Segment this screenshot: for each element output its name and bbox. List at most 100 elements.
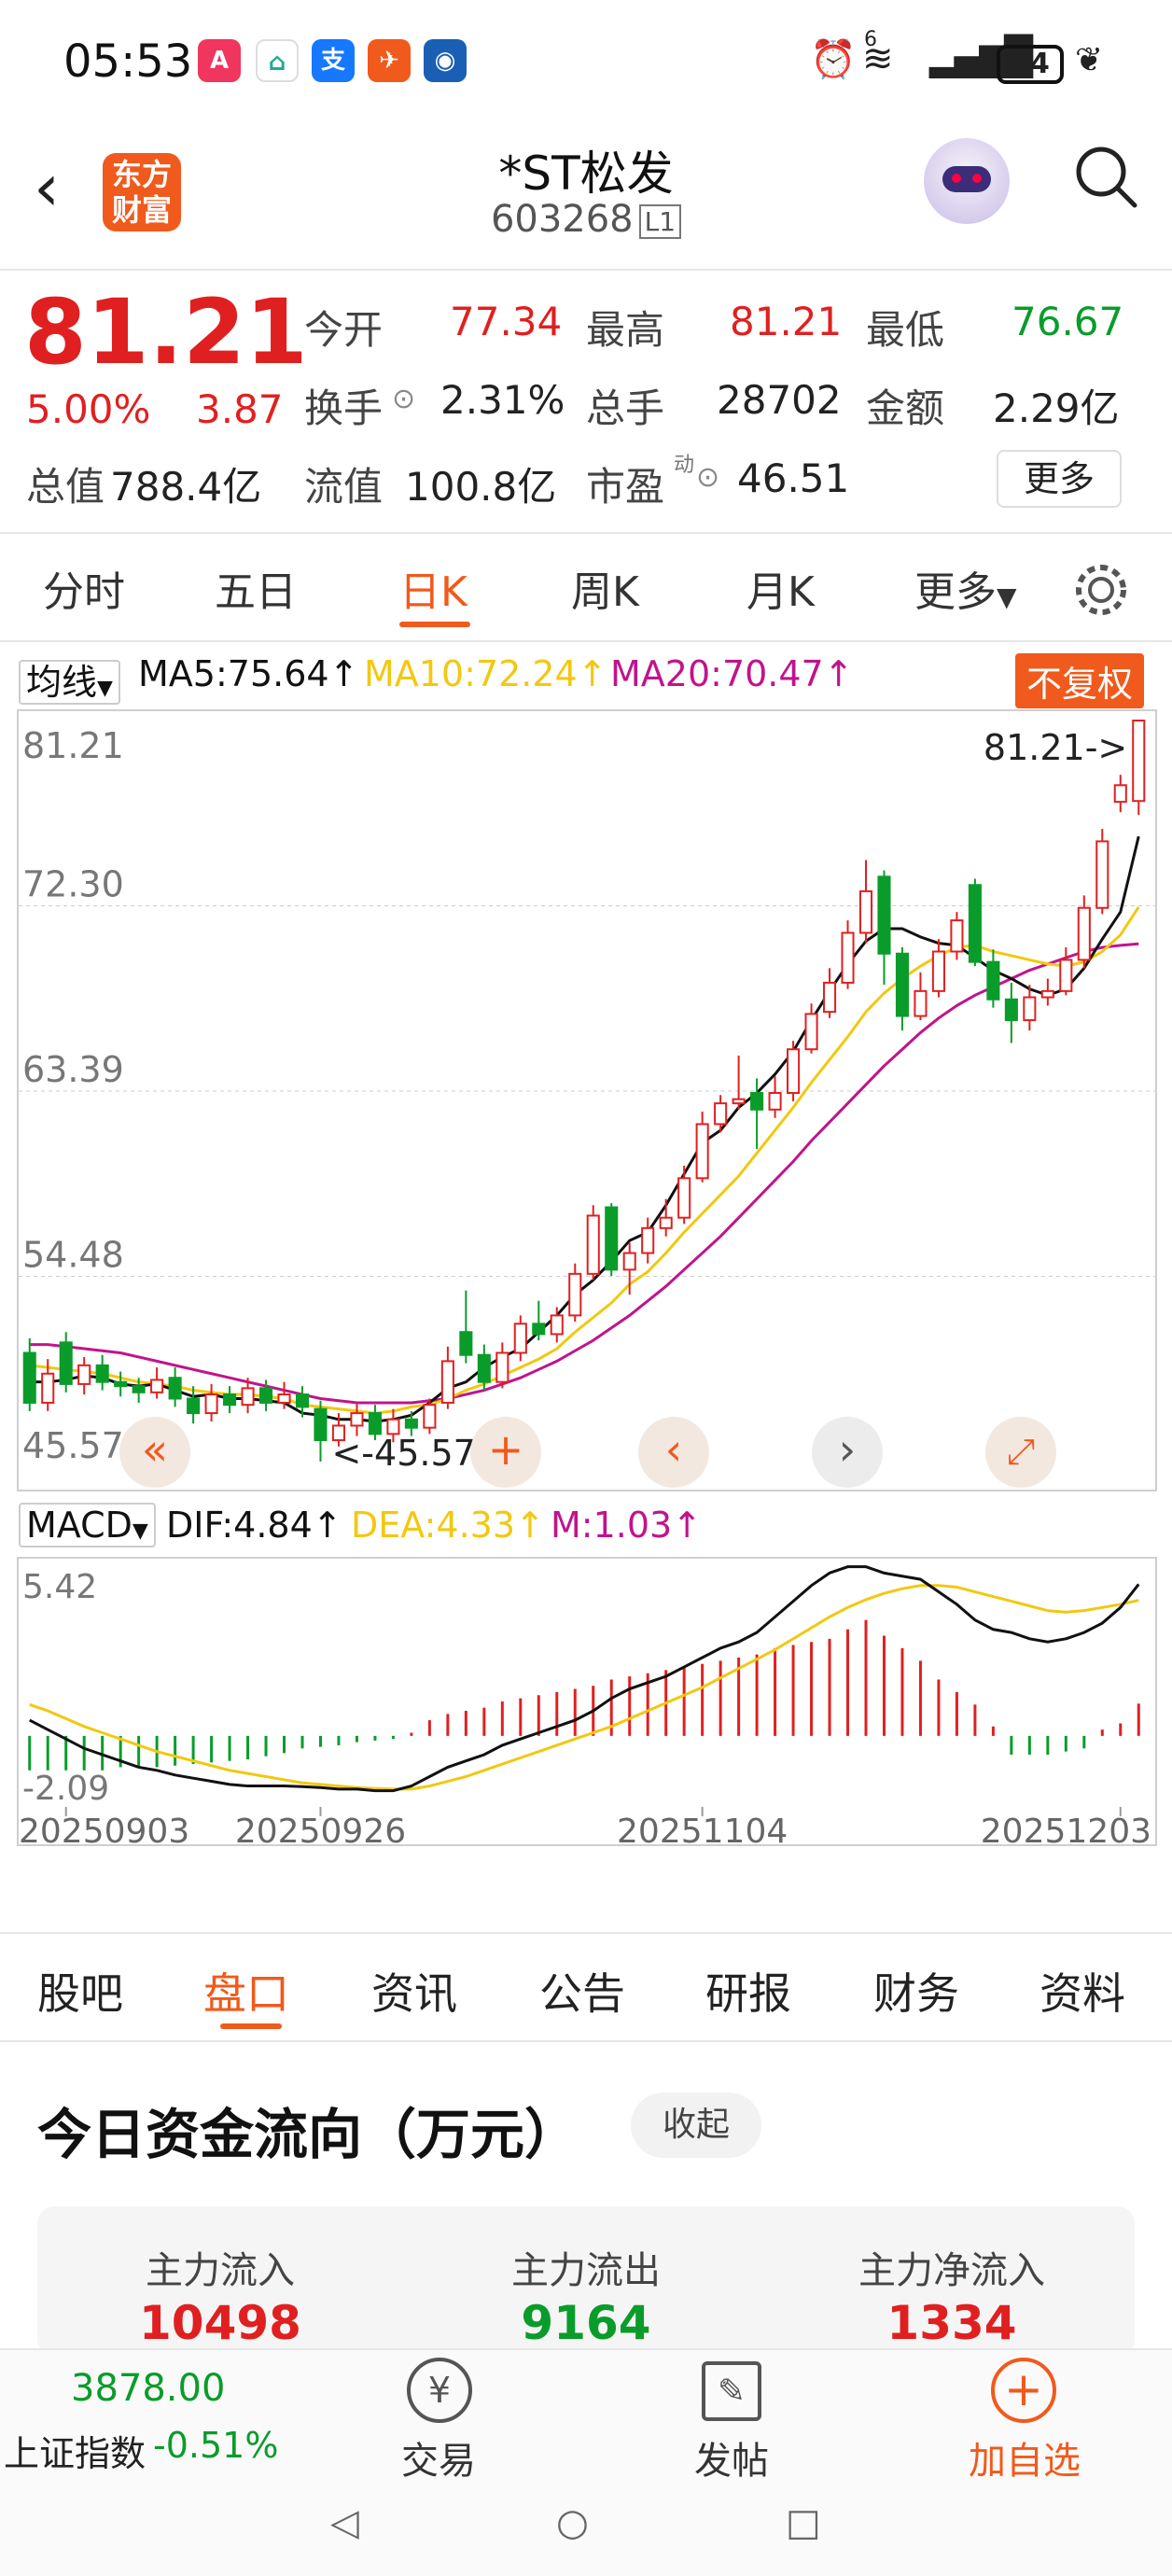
high-value: 81.21 <box>730 299 843 344</box>
high-label: 最高 <box>586 307 665 353</box>
add-watchlist-button[interactable]: 加自选 <box>969 2440 1081 2483</box>
app-logo[interactable]: 东方财富 <box>103 153 181 231</box>
tab-finance[interactable]: 财务 <box>873 1968 959 2019</box>
robot-assistant-icon[interactable] <box>924 138 1010 224</box>
kline-chart[interactable]: 81.21 72.30 63.39 54.48 45.57 81.21-> <-45.57 <box>17 709 1157 1491</box>
candle-body <box>331 1424 346 1442</box>
add-circle-icon[interactable]: + <box>991 2358 1056 2423</box>
max-price-label: 81.21-> <box>984 727 1127 768</box>
search-icon[interactable] <box>1069 140 1144 215</box>
candle-body <box>41 1372 55 1404</box>
pe-superscript: 动 <box>674 454 695 477</box>
candle-body <box>714 1102 728 1126</box>
candle-body <box>804 1013 818 1051</box>
candle-body <box>95 1364 109 1383</box>
back-icon[interactable]: ‹ <box>34 149 60 226</box>
trade-button[interactable]: 交易 <box>401 2440 476 2483</box>
logo-text: 东方财富 <box>111 157 172 228</box>
turnover-value: 2.31% <box>440 377 565 423</box>
info-tab-divider <box>0 2040 1172 2042</box>
trade-icon[interactable]: ¥ <box>407 2358 472 2423</box>
rewind-fast-button[interactable]: « <box>119 1417 190 1488</box>
float-label: 流值 <box>304 464 384 510</box>
tab-orderbook[interactable]: 盘口 <box>203 1968 289 2019</box>
edit-post-icon[interactable]: ✎ <box>702 2361 761 2421</box>
candle-body <box>386 1418 400 1435</box>
collapse-button[interactable]: 收起 <box>631 2093 761 2158</box>
fullscreen-icon[interactable]: ⤢ <box>985 1417 1056 1488</box>
candle-body <box>732 1098 746 1105</box>
tab-profile[interactable]: 资料 <box>1039 1968 1125 2019</box>
tab-daily-k[interactable]: 日K <box>399 568 467 616</box>
tab-news[interactable]: 资讯 <box>371 1968 457 2019</box>
info-icon[interactable]: ⊙ <box>392 383 416 415</box>
candle-body <box>822 981 837 1014</box>
candle-body <box>968 884 982 963</box>
candle-body <box>513 1323 527 1354</box>
nav-home-icon[interactable]: ○ <box>556 2501 589 2544</box>
status-bar: 05:53 A ⌂ 支 ✈ ◉ ⏰ ≋ 6 ▂▄▆█ 54 ❦ <box>0 0 1172 131</box>
macd-frame <box>17 1557 1157 1846</box>
stock-name: *ST松发 <box>498 147 674 201</box>
change-pct: 5.00% <box>26 386 151 432</box>
volume-label: 总手 <box>586 385 665 431</box>
tab-weekly-k[interactable]: 周K <box>571 568 639 616</box>
candle-body <box>858 889 873 934</box>
macd-selector[interactable]: MACD▼ <box>19 1503 156 1547</box>
m-label: M:1.03↑ <box>551 1505 703 1546</box>
ma5-label: MA5:75.64↑ <box>138 653 359 694</box>
battery-level: 54 <box>1011 48 1050 80</box>
scroll-right-button[interactable]: › <box>812 1417 883 1488</box>
change-amount: 3.87 <box>196 386 284 432</box>
dea-line <box>29 1584 1139 1791</box>
zoom-in-button[interactable]: + <box>470 1417 541 1488</box>
bottom-bar <box>0 2348 1172 2576</box>
candle-body <box>750 1092 764 1111</box>
low-value: 76.67 <box>1012 299 1124 344</box>
candle-body <box>986 960 1000 1001</box>
candle-body <box>768 1092 782 1111</box>
candle-body <box>787 1048 801 1095</box>
tab-forum[interactable]: 股吧 <box>37 1968 123 2019</box>
tab-research[interactable]: 研报 <box>705 1968 791 2019</box>
adjust-badge[interactable]: 不复权 <box>1015 653 1145 708</box>
more-button[interactable]: 更多 <box>997 450 1122 508</box>
index-name[interactable]: 上证指数 <box>4 2433 146 2474</box>
dropdown-icon: ▼ <box>132 1519 148 1543</box>
candle-body <box>841 931 855 984</box>
amount-value: 2.29亿 <box>993 385 1120 431</box>
candle-body <box>423 1404 437 1429</box>
candle-body <box>641 1226 655 1254</box>
tab-five-day[interactable]: 五日 <box>215 568 297 616</box>
dropdown-icon: ▼ <box>97 677 113 700</box>
volume-value: 28702 <box>717 377 842 423</box>
wifi-icon: ≋ <box>862 37 894 80</box>
nav-back-icon[interactable]: ◁ <box>330 2501 359 2544</box>
tab-more[interactable]: 更多▼ <box>914 558 1017 618</box>
wifi-label: 6 <box>864 28 877 51</box>
outflow-value: 9164 <box>521 2296 651 2350</box>
candle-body <box>1040 989 1054 999</box>
tab-divider <box>0 640 1172 642</box>
tab-announcements[interactable]: 公告 <box>539 1968 625 2019</box>
post-button[interactable]: 发帖 <box>694 2440 769 2483</box>
tab-intraday[interactable]: 分时 <box>43 568 125 616</box>
tab-more-label: 更多 <box>914 568 997 616</box>
nav-recents-icon[interactable]: □ <box>786 2501 821 2544</box>
index-value[interactable]: 3878.00 <box>71 2367 226 2410</box>
y-tick-label: 5.42 <box>22 1568 97 1606</box>
active-tab-underline <box>399 622 470 627</box>
pe-value: 46.51 <box>737 455 850 501</box>
pe-info-icon[interactable]: ⊙ <box>696 461 720 494</box>
home-app-icon: ⌂ <box>256 39 299 82</box>
settings-gear-icon[interactable] <box>1071 560 1131 620</box>
macd-chart[interactable]: 5.42 -2.09 20250903 20250926 20251104 2025120… <box>17 1557 1157 1846</box>
x-tick-label: 20251203 <box>981 1813 1151 1846</box>
ma-selector[interactable]: 均线▼ <box>19 653 120 705</box>
candle-body <box>677 1177 691 1219</box>
net-inflow-value: 1334 <box>886 2296 1017 2350</box>
open-value: 77.34 <box>450 299 563 344</box>
tab-monthly-k[interactable]: 月K <box>746 568 815 616</box>
scroll-left-button[interactable]: ‹ <box>638 1417 709 1488</box>
x-tick-label: 20251104 <box>617 1813 788 1846</box>
